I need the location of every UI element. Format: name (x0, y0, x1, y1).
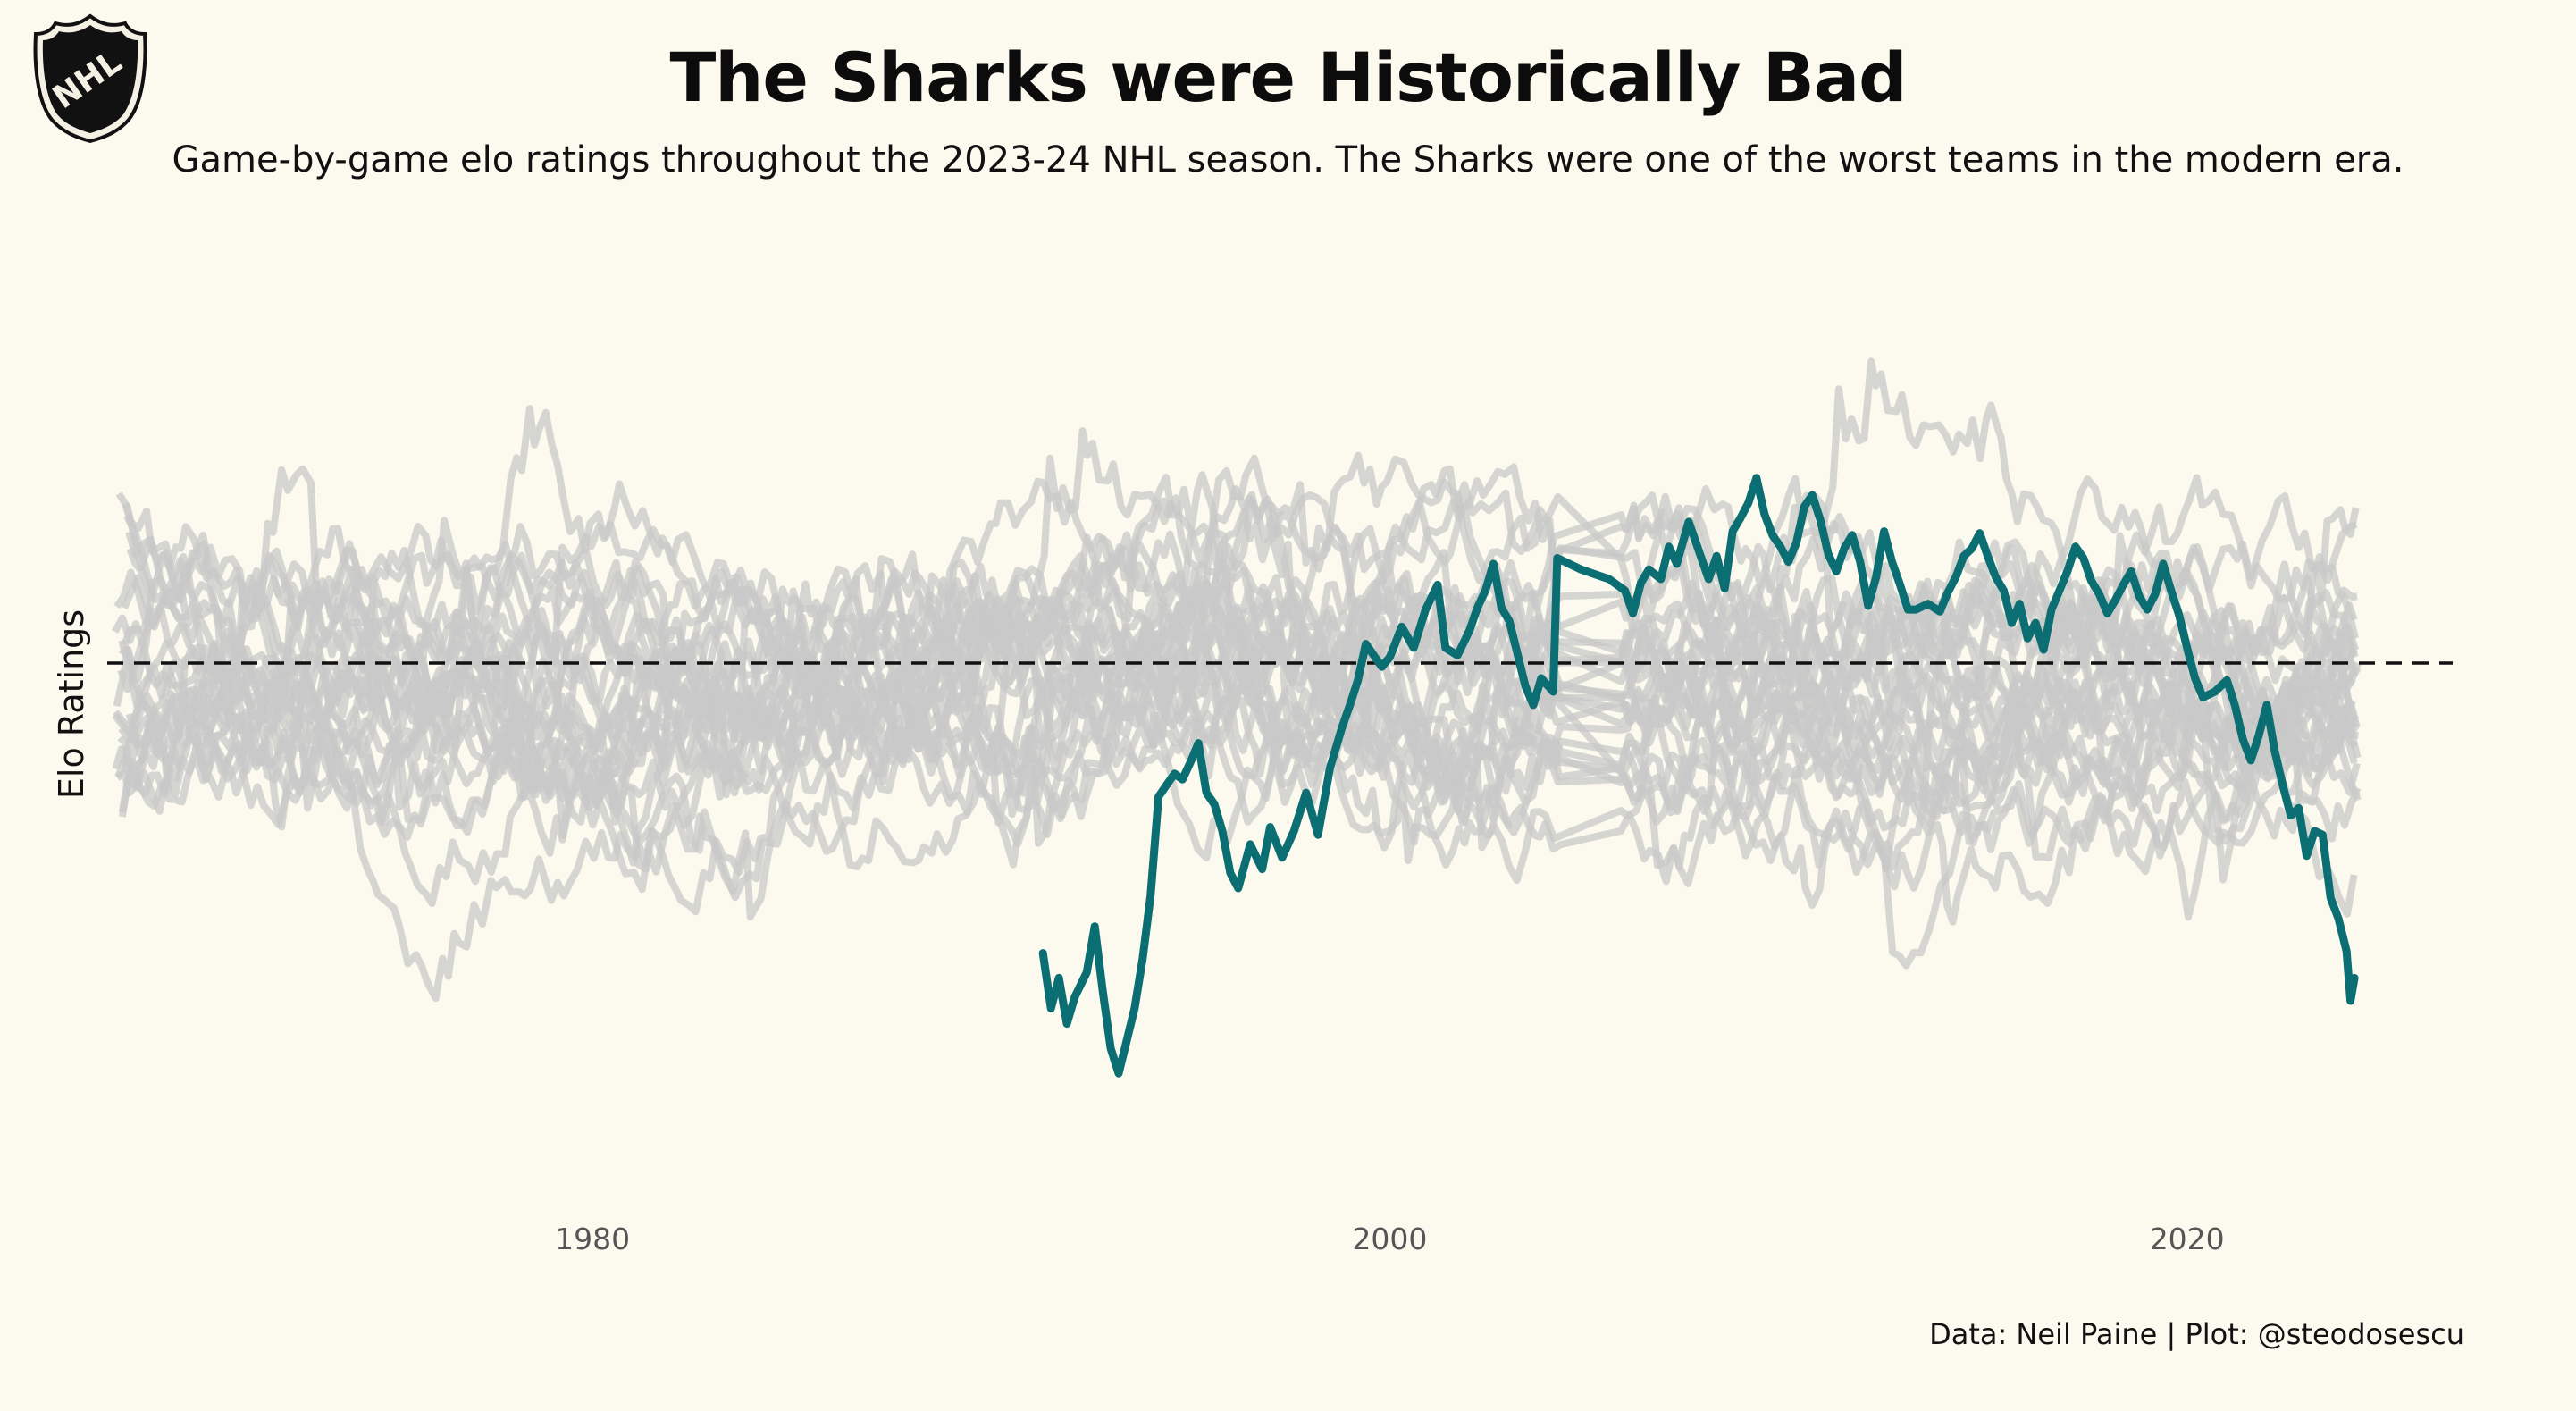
chart-title: The Sharks were Historically Bad (669, 38, 1907, 117)
nhl-logo: NHL (33, 13, 147, 143)
x-tick-label: 1980 (555, 1222, 630, 1256)
sharks-line-group (1038, 474, 2359, 1078)
team-series-line (118, 492, 2362, 795)
team-series-line (122, 465, 2360, 970)
team-series-line (125, 507, 2361, 1003)
x-axis-ticks: 1980 2000 2020 (555, 1222, 2225, 1256)
sharks-series-line (1038, 474, 2359, 1078)
x-tick-label: 2000 (1352, 1222, 1427, 1256)
source-caption: Data: Neil Paine | Plot: @steodosescu (1929, 1317, 2464, 1351)
team-series-line (125, 463, 2360, 769)
chart-subtitle: Game-by-game elo ratings throughout the … (172, 139, 2404, 181)
x-tick-label: 2020 (2150, 1222, 2225, 1256)
other-teams-lines (111, 357, 2362, 1003)
team-series-line (117, 493, 2356, 873)
